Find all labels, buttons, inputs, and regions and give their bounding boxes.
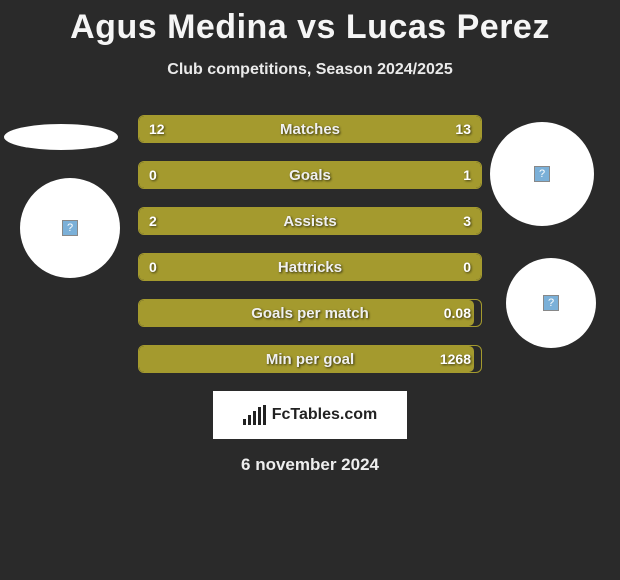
stats-container: 12Matches130Goals12Assists30Hattricks0Go… (138, 115, 482, 373)
stat-row: Goals per match 0.08 (138, 299, 482, 327)
logo-bar (258, 407, 261, 425)
decor-circle: ? (20, 178, 120, 278)
decor-circle: ? (490, 122, 594, 226)
logo-box: FcTables.com (213, 391, 407, 439)
stat-label: Matches (280, 121, 340, 138)
logo-bar (253, 411, 256, 425)
stat-fill-right (201, 162, 481, 188)
decor-ellipse (4, 124, 118, 150)
stat-row: Min per goal 1268 (138, 345, 482, 373)
stat-row: 12 Matches 13 (138, 115, 482, 143)
stat-left-value: 0 (149, 167, 157, 183)
logo-bar (248, 415, 251, 425)
logo-bar (243, 419, 246, 425)
stat-left-value: 2 (149, 213, 157, 229)
stat-right-value: 0.08 (444, 305, 471, 321)
stat-left-value: 0 (149, 259, 157, 275)
stat-label: Goals (289, 167, 331, 184)
logo-bar (263, 405, 266, 425)
stat-label: Min per goal (266, 351, 354, 368)
stat-label: Hattricks (278, 259, 342, 276)
stat-right-value: 1 (463, 167, 471, 183)
placeholder-icon: ? (543, 295, 559, 311)
stat-right-value: 0 (463, 259, 471, 275)
logo-text: FcTables.com (272, 406, 378, 424)
stat-right-value: 1268 (440, 351, 471, 367)
stat-row: 0 Hattricks 0 (138, 253, 482, 281)
stat-right-value: 3 (463, 213, 471, 229)
placeholder-icon: ? (62, 220, 78, 236)
subtitle: Club competitions, Season 2024/2025 (0, 61, 620, 79)
page-title: Agus Medina vs Lucas Perez (0, 0, 620, 47)
stat-label: Assists (283, 213, 336, 230)
stat-label: Goals per match (251, 305, 369, 322)
decor-circle: ? (506, 258, 596, 348)
logo-bars-icon (243, 405, 266, 425)
placeholder-icon: ? (534, 166, 550, 182)
stat-row: 0 Goals 1 (138, 161, 482, 189)
stat-row: 2 Assists 3 (138, 207, 482, 235)
stat-right-value: 13 (455, 121, 471, 137)
date-label: 6 november 2024 (0, 455, 620, 475)
stat-left-value: 12 (149, 121, 165, 137)
stat-fill-left (139, 208, 276, 234)
